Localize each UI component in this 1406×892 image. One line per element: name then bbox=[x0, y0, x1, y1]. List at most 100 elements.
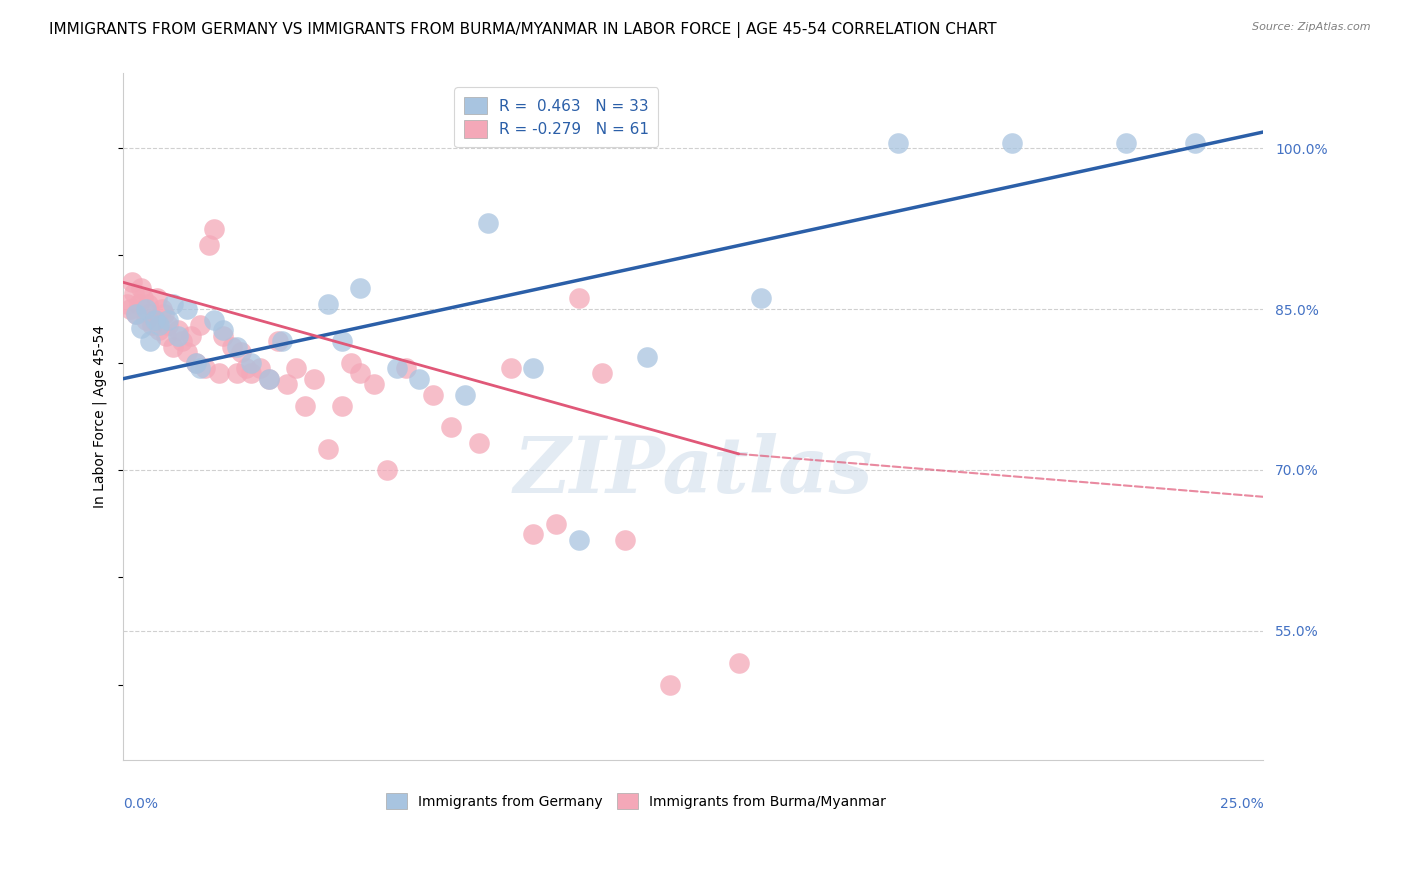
Point bbox=[141, 318, 163, 332]
Point bbox=[225, 367, 247, 381]
Point bbox=[118, 301, 141, 316]
Point bbox=[440, 420, 463, 434]
Point bbox=[166, 324, 188, 338]
Point bbox=[316, 296, 339, 310]
Point bbox=[157, 312, 180, 326]
Point bbox=[239, 356, 262, 370]
Point bbox=[316, 442, 339, 456]
Point bbox=[172, 334, 194, 349]
Point bbox=[499, 361, 522, 376]
Point bbox=[225, 340, 247, 354]
Point bbox=[180, 329, 202, 343]
Point bbox=[139, 334, 162, 349]
Point bbox=[132, 291, 155, 305]
Point bbox=[422, 388, 444, 402]
Point bbox=[143, 312, 166, 326]
Point bbox=[139, 307, 162, 321]
Text: IMMIGRANTS FROM GERMANY VS IMMIGRANTS FROM BURMA/MYANMAR IN LABOR FORCE | AGE 45: IMMIGRANTS FROM GERMANY VS IMMIGRANTS FR… bbox=[49, 22, 997, 38]
Point bbox=[148, 318, 170, 332]
Point bbox=[184, 356, 207, 370]
Point bbox=[231, 345, 253, 359]
Point bbox=[129, 321, 152, 335]
Point bbox=[304, 372, 326, 386]
Point bbox=[568, 291, 591, 305]
Point bbox=[190, 318, 212, 332]
Point bbox=[190, 361, 212, 376]
Point bbox=[128, 296, 150, 310]
Point bbox=[125, 307, 148, 321]
Point bbox=[340, 356, 363, 370]
Point bbox=[135, 312, 157, 326]
Point bbox=[522, 527, 544, 541]
Text: ZIPatlas: ZIPatlas bbox=[513, 433, 873, 509]
Point bbox=[349, 367, 371, 381]
Point bbox=[150, 301, 173, 316]
Point bbox=[613, 533, 636, 547]
Point bbox=[136, 296, 159, 310]
Point bbox=[330, 334, 353, 349]
Point bbox=[212, 329, 235, 343]
Point bbox=[1115, 136, 1137, 150]
Point bbox=[467, 436, 489, 450]
Point bbox=[176, 301, 198, 316]
Point bbox=[395, 361, 418, 376]
Point bbox=[221, 340, 243, 354]
Point bbox=[198, 237, 221, 252]
Point bbox=[271, 334, 294, 349]
Point bbox=[235, 361, 257, 376]
Point bbox=[194, 361, 217, 376]
Point bbox=[1184, 136, 1206, 150]
Point bbox=[257, 372, 280, 386]
Point bbox=[257, 372, 280, 386]
Point bbox=[267, 334, 290, 349]
Point bbox=[276, 377, 298, 392]
Point bbox=[285, 361, 308, 376]
Point bbox=[202, 312, 225, 326]
Point bbox=[122, 285, 145, 300]
Point bbox=[129, 280, 152, 294]
Point bbox=[184, 356, 207, 370]
Point bbox=[135, 301, 157, 316]
Point bbox=[454, 388, 477, 402]
Point bbox=[166, 329, 188, 343]
Point bbox=[202, 221, 225, 235]
Point bbox=[207, 367, 229, 381]
Point bbox=[249, 361, 271, 376]
Point bbox=[212, 324, 235, 338]
Point bbox=[1001, 136, 1024, 150]
Point bbox=[659, 677, 682, 691]
Point bbox=[330, 399, 353, 413]
Point bbox=[162, 340, 184, 354]
Point bbox=[143, 312, 166, 326]
Point bbox=[155, 329, 177, 343]
Point bbox=[125, 307, 148, 321]
Text: 25.0%: 25.0% bbox=[1219, 797, 1264, 812]
Point bbox=[117, 296, 139, 310]
Point bbox=[727, 656, 749, 670]
Point bbox=[385, 361, 408, 376]
Point bbox=[239, 367, 262, 381]
Point bbox=[294, 399, 316, 413]
Point bbox=[157, 318, 180, 332]
Point bbox=[477, 216, 499, 230]
Text: 0.0%: 0.0% bbox=[122, 797, 157, 812]
Y-axis label: In Labor Force | Age 45-54: In Labor Force | Age 45-54 bbox=[93, 325, 107, 508]
Point bbox=[349, 280, 371, 294]
Point bbox=[162, 296, 184, 310]
Text: Source: ZipAtlas.com: Source: ZipAtlas.com bbox=[1253, 22, 1371, 32]
Point bbox=[146, 291, 169, 305]
Point bbox=[148, 324, 170, 338]
Point bbox=[363, 377, 385, 392]
Point bbox=[568, 533, 591, 547]
Point bbox=[636, 351, 658, 365]
Point bbox=[153, 307, 176, 321]
Legend: Immigrants from Germany, Immigrants from Burma/Myanmar: Immigrants from Germany, Immigrants from… bbox=[381, 788, 891, 814]
Point bbox=[546, 516, 568, 531]
Point bbox=[377, 463, 399, 477]
Point bbox=[121, 275, 143, 289]
Point bbox=[176, 345, 198, 359]
Point bbox=[887, 136, 910, 150]
Point bbox=[408, 372, 430, 386]
Point bbox=[522, 361, 544, 376]
Point bbox=[751, 291, 773, 305]
